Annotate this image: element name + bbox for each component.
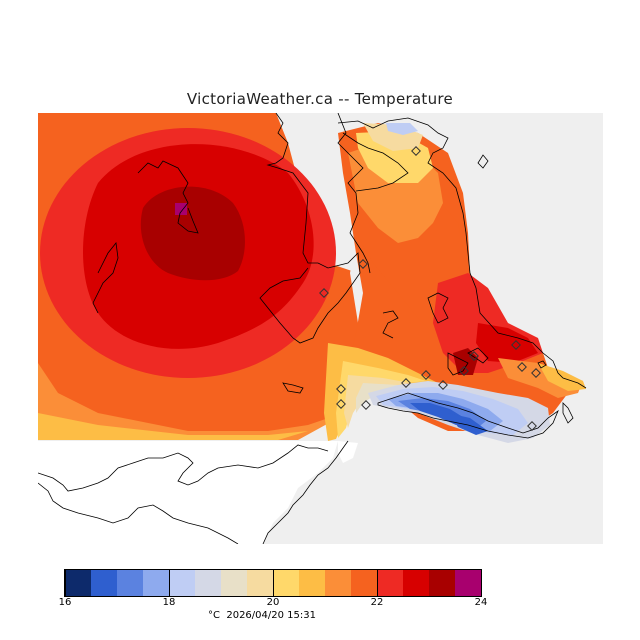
legend-tick-label: 16 (58, 597, 72, 608)
footer-stamp: °C 2026/04/20 15:31 (208, 610, 316, 621)
legend-swatch (403, 570, 429, 596)
temperature-map[interactable] (38, 113, 603, 544)
legend-swatch (299, 570, 325, 596)
legend-tick-line (481, 569, 482, 596)
legend-swatch (351, 570, 377, 596)
legend-tick-label: 18 (162, 597, 176, 608)
color-legend: 16 18 20 22 24 (59, 569, 487, 608)
station-marker[interactable] (336, 399, 346, 409)
station-marker[interactable] (511, 340, 521, 350)
coastlines (38, 113, 587, 544)
legend-tick-label: 24 (474, 597, 488, 608)
eastern-field (38, 113, 603, 544)
western-field (38, 113, 378, 440)
legend-tick-line (65, 569, 66, 596)
legend-tick-label: 20 (266, 597, 280, 608)
legend-tick-label: 22 (370, 597, 384, 608)
legend-swatch (273, 570, 299, 596)
station-marker[interactable] (527, 421, 537, 431)
legend-swatch (143, 570, 169, 596)
map-title: VictoriaWeather.ca -- Temperature (186, 90, 454, 108)
legend-swatch (91, 570, 117, 596)
stations[interactable] (319, 146, 541, 431)
station-marker[interactable] (438, 380, 448, 390)
legend-tick-line (273, 569, 274, 596)
legend-swatch (377, 570, 403, 596)
station-marker[interactable] (361, 400, 371, 410)
legend-swatch (65, 570, 91, 596)
timestamp: 2026/04/20 15:31 (226, 610, 316, 621)
station-marker[interactable] (319, 288, 329, 298)
legend-tick-line (169, 569, 170, 596)
station-marker[interactable] (531, 368, 541, 378)
legend-swatch (117, 570, 143, 596)
station-marker[interactable] (401, 378, 411, 388)
legend-swatch (325, 570, 351, 596)
legend-ticks: 16 18 20 22 24 (59, 569, 487, 608)
legend-swatch (221, 570, 247, 596)
legend-tick-line (377, 569, 378, 596)
legend-swatch (455, 570, 481, 596)
land-white-south-east (338, 441, 358, 463)
station-marker[interactable] (517, 362, 527, 372)
cold-zone (368, 381, 550, 443)
station-marker[interactable] (411, 146, 421, 156)
station-marker[interactable] (469, 351, 479, 361)
legend-swatch (169, 570, 195, 596)
station-marker[interactable] (421, 370, 431, 380)
legend-swatch (195, 570, 221, 596)
station-marker[interactable] (459, 366, 469, 376)
legend-swatch (429, 570, 455, 596)
station-marker[interactable] (358, 259, 368, 269)
unit-label: °C (208, 610, 220, 621)
station-marker[interactable] (336, 384, 346, 394)
legend-swatch (247, 570, 273, 596)
hot-spot-marker (175, 203, 187, 215)
